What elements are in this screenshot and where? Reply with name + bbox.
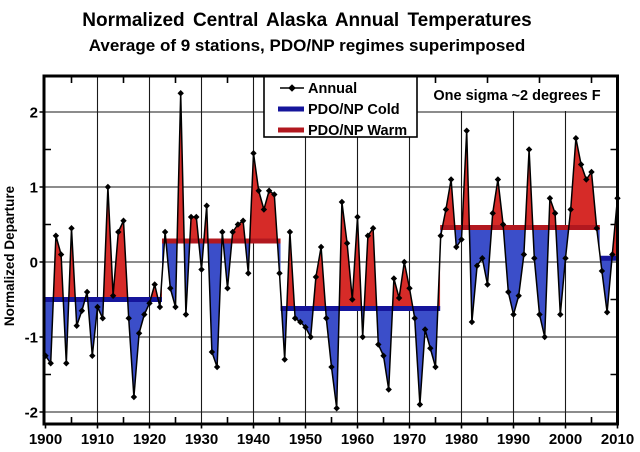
y-tick-label-0: 0 (30, 255, 38, 272)
y-tick-label--2: -2 (25, 405, 38, 422)
x-tick-label-1930: 1930 (185, 431, 218, 448)
axis-tick-labels: 1900 1910 1920 1930 1940 1950 1960 1970 1980 1990… (25, 105, 635, 449)
x-tick-label-1980: 1980 (445, 431, 478, 448)
x-tick-label-1910: 1910 (81, 431, 114, 448)
legend-label-warm: PDO/NP Warm (308, 123, 407, 139)
y-tick-label-1: 1 (30, 180, 38, 197)
y-tick-label-2: 2 (30, 105, 38, 122)
plot-data (42, 90, 621, 412)
warm-anomaly-fill (599, 198, 618, 259)
chart-subtitle: Average of 9 stations, PDO/NP regimes su… (89, 36, 525, 55)
y-tick-label--1: -1 (25, 330, 38, 347)
y-axis-title: Normalized Departure (2, 185, 17, 326)
warm-anomaly-fill (280, 202, 441, 309)
x-tick-label-2010: 2010 (601, 431, 634, 448)
legend-label-cold: PDO/NP Cold (308, 102, 400, 118)
x-tick-label-1960: 1960 (341, 431, 374, 448)
x-tick-label-1900: 1900 (29, 431, 62, 448)
x-tick-label-1940: 1940 (237, 431, 270, 448)
x-tick-label-1970: 1970 (393, 431, 426, 448)
legend-label-annual: Annual (308, 81, 357, 97)
x-tick-label-1950: 1950 (289, 431, 322, 448)
chart-title: Normalized Central Alaska Annual Tempera… (82, 10, 531, 31)
x-tick-label-2000: 2000 (549, 431, 582, 448)
annual-legend-diamond-icon (288, 84, 296, 92)
warm-anomaly-fill (440, 130, 600, 228)
sigma-annotation-background (418, 77, 616, 111)
plot-border (42, 74, 619, 426)
annual-temperature-line (44, 92, 619, 409)
legend: Annual PDO/NP Cold PDO/NP Warm (278, 81, 407, 139)
x-tick-label-1920: 1920 (133, 431, 166, 448)
x-tick-label-1990: 1990 (497, 431, 530, 448)
warm-anomaly-fill (161, 93, 281, 241)
warm-anomaly-fill (45, 187, 162, 300)
sigma-annotation-text: One sigma ~2 degrees F (433, 88, 600, 104)
